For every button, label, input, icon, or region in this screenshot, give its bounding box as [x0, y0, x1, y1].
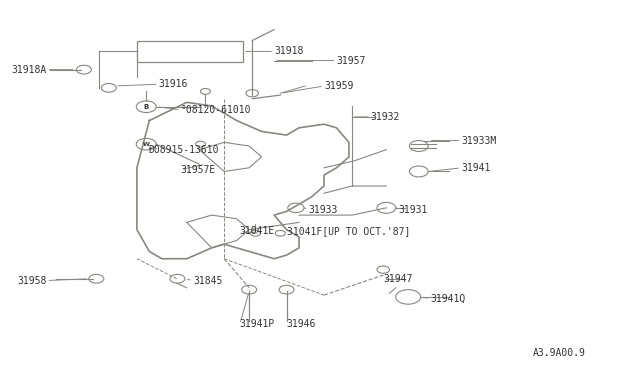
Text: 31959: 31959 — [324, 81, 353, 91]
Text: 31918: 31918 — [274, 46, 303, 57]
Text: 31041F[UP TO OCT.'87]: 31041F[UP TO OCT.'87] — [287, 227, 410, 237]
Text: 31041E: 31041E — [240, 227, 275, 237]
Text: 31845: 31845 — [193, 276, 222, 286]
Bar — [137, 41, 243, 62]
Text: 31941P: 31941P — [240, 319, 275, 329]
Text: 31957: 31957 — [337, 55, 366, 65]
Text: 31932: 31932 — [371, 112, 400, 122]
Text: B: B — [143, 104, 149, 110]
Text: 31933M: 31933M — [461, 135, 497, 145]
Text: W: W — [143, 142, 150, 147]
Text: 31916: 31916 — [159, 79, 188, 89]
Text: 31941Q: 31941Q — [430, 294, 465, 304]
Text: 31958: 31958 — [17, 276, 47, 286]
Text: A3.9A00.9: A3.9A00.9 — [533, 348, 586, 358]
Text: 31957E: 31957E — [180, 165, 216, 174]
Text: 31946: 31946 — [287, 319, 316, 329]
Text: °08120-61010: °08120-61010 — [180, 105, 251, 115]
Text: 31931: 31931 — [399, 205, 428, 215]
Text: 31933: 31933 — [308, 205, 338, 215]
Text: Ð08915-13610: Ð08915-13610 — [149, 145, 220, 155]
Text: 31918A: 31918A — [11, 65, 47, 75]
Text: 31947: 31947 — [383, 274, 413, 284]
Text: 31941: 31941 — [461, 163, 491, 173]
